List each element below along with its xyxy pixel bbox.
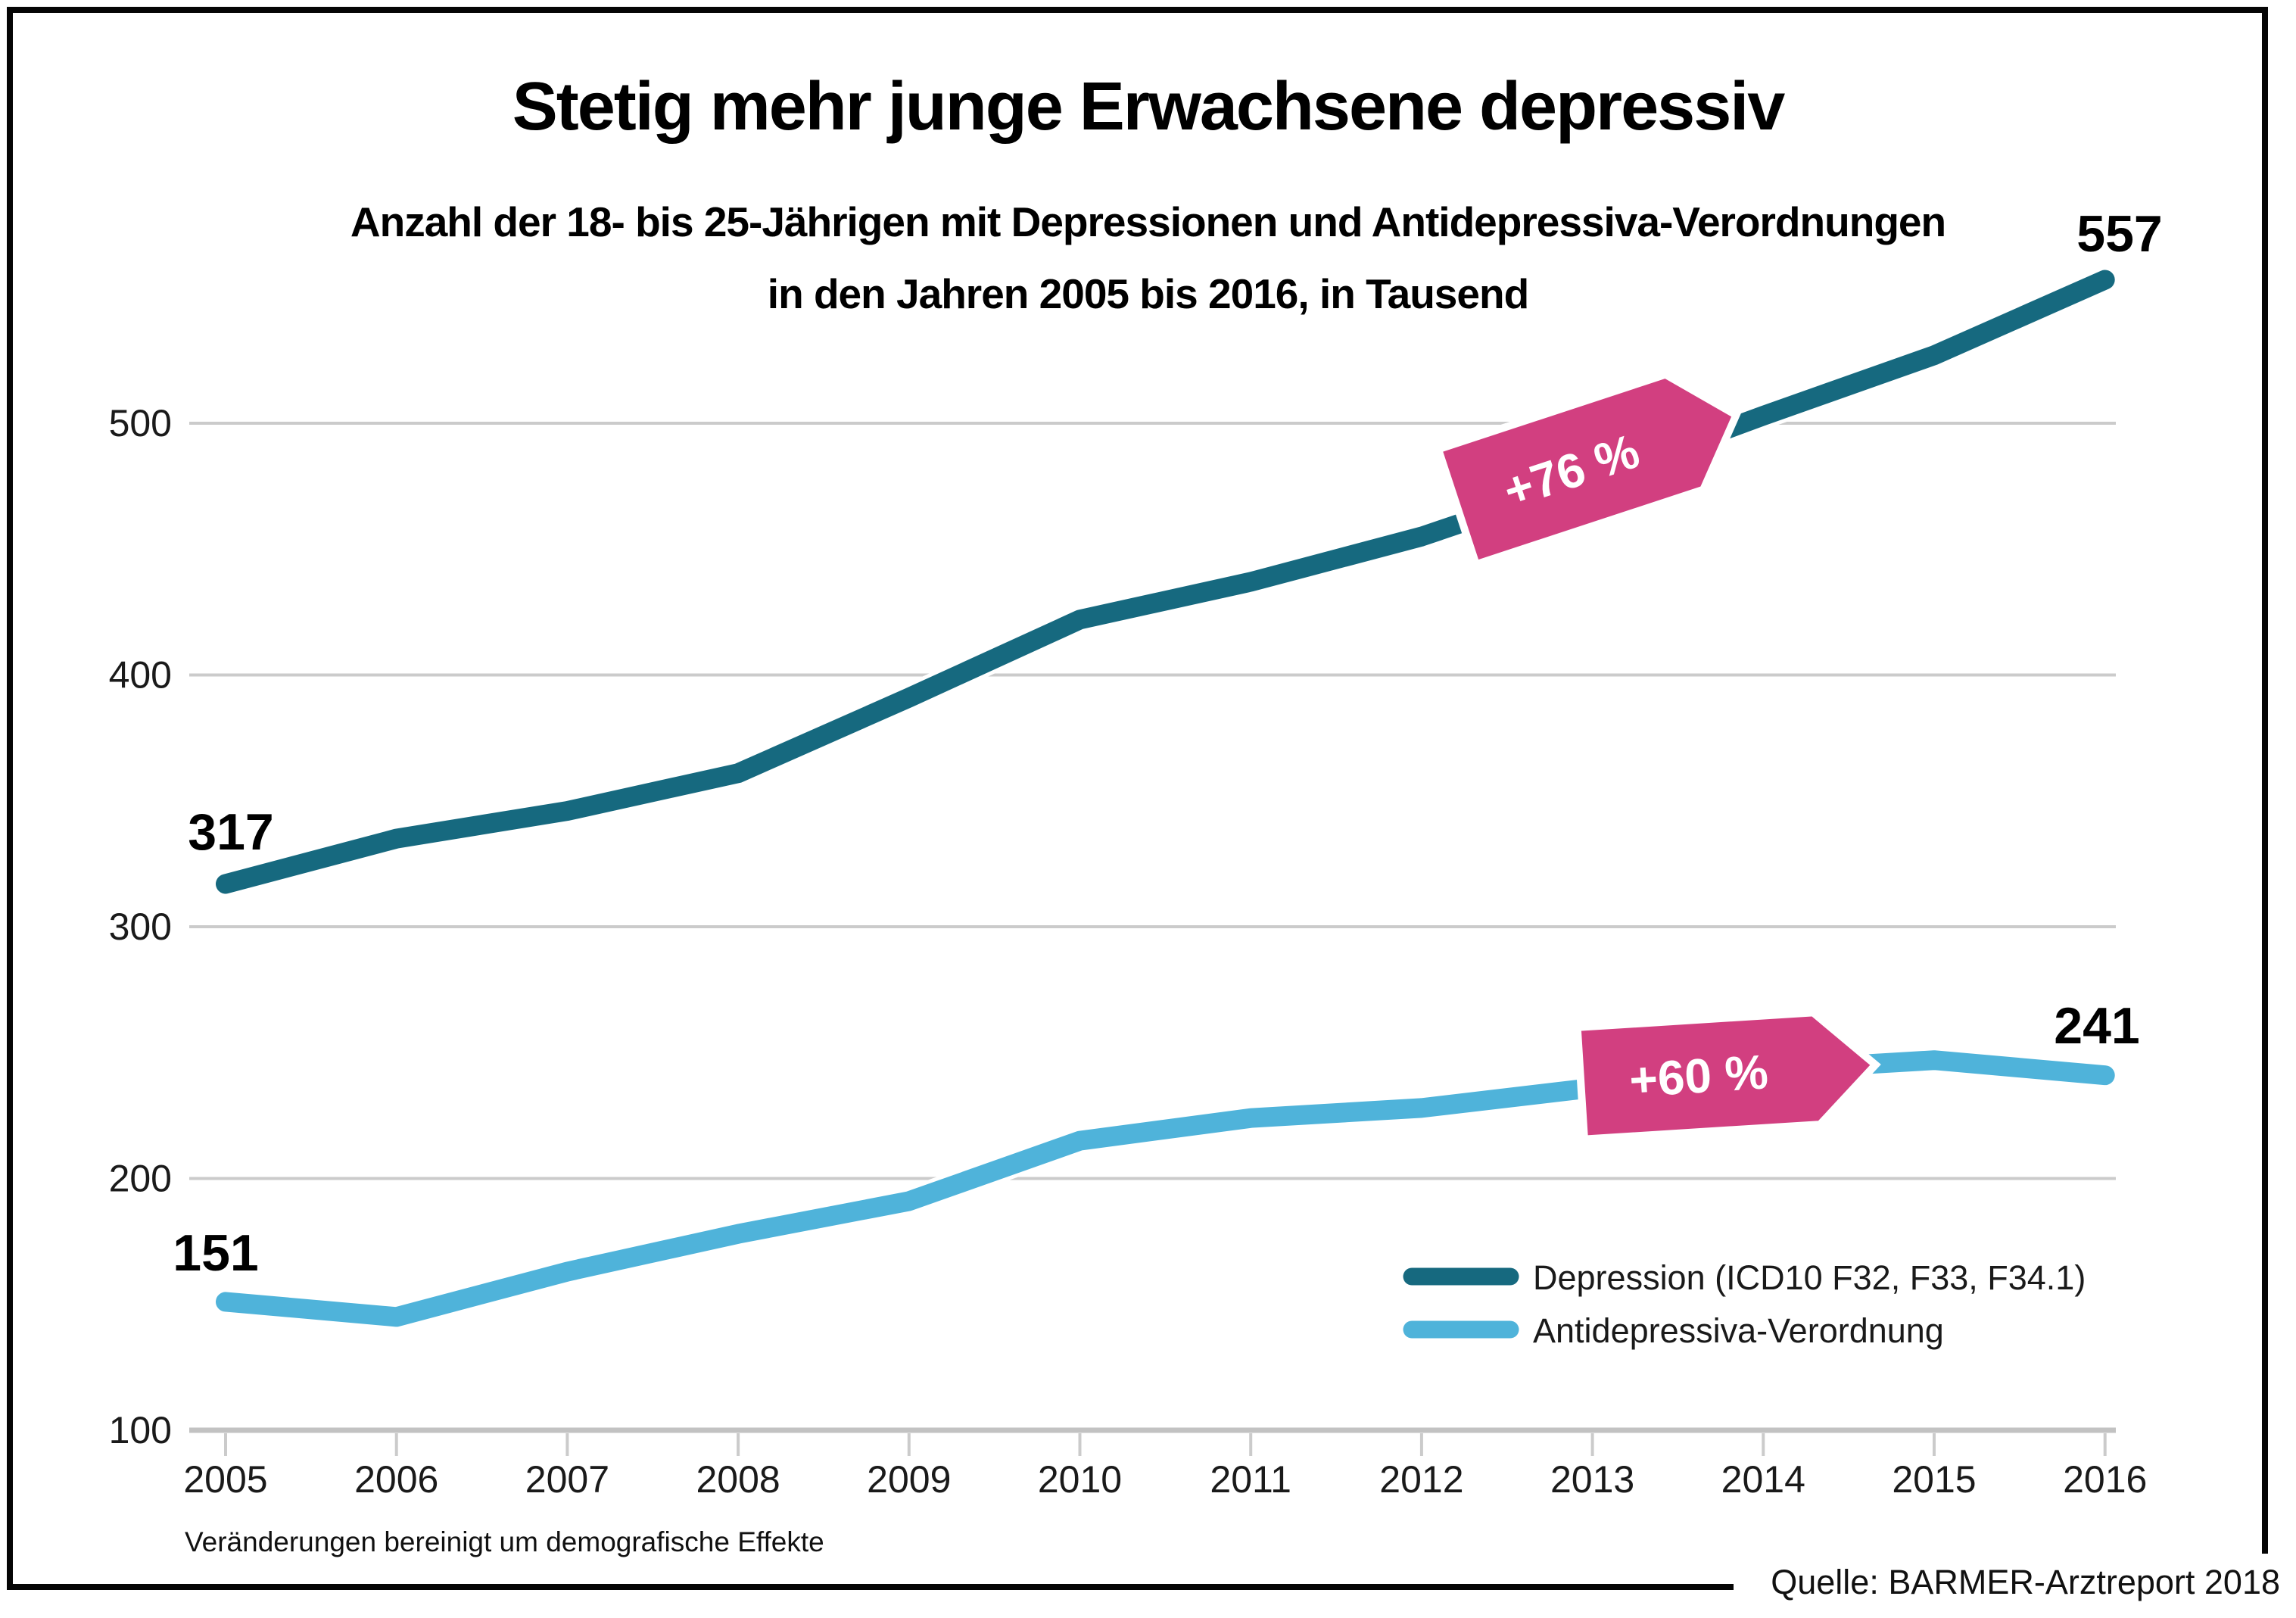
y-tick-label-400: 400 (109, 654, 172, 697)
label-antidepressiva-2016: 241 (2054, 997, 2139, 1055)
y-axis-labels: 100 200 300 400 500 (109, 402, 172, 1451)
x-tick-label-2010: 2010 (1038, 1458, 1122, 1501)
x-tick-label-2006: 2006 (354, 1458, 438, 1501)
y-tick-label-100: 100 (109, 1409, 172, 1451)
y-tick-label-300: 300 (109, 906, 172, 948)
x-tick-label-2012: 2012 (1379, 1458, 1463, 1501)
chart-subtitle-line1: Anzahl der 18- bis 25-Jährigen mit Depre… (350, 198, 1946, 245)
badge-plus60-shape (1573, 1009, 1881, 1143)
x-tick-label-2008: 2008 (696, 1458, 780, 1501)
y-tick-label-500: 500 (109, 402, 172, 444)
gridlines (189, 422, 2116, 1433)
series-line-depression (216, 270, 2115, 894)
legend-label-antidepressiva: Antidepressiva-Verordnung (1533, 1311, 1944, 1350)
source-text: Quelle: BARMER-Arztreport 2018 (1771, 1563, 2280, 1601)
badge-plus76-shape (1433, 370, 1741, 569)
legend: Depression (ICD10 F32, F33, F34.1) Antid… (1403, 1258, 2086, 1350)
x-tick-label-2009: 2009 (867, 1458, 951, 1501)
label-antidepressiva-2005: 151 (173, 1224, 258, 1282)
label-depression-2016: 557 (2076, 205, 2162, 263)
x-tick-label-2013: 2013 (1550, 1458, 1634, 1501)
footnote: Veränderungen bereinigt um demografische… (185, 1526, 824, 1557)
badge-plus60-text: +60 % (1628, 1044, 1769, 1107)
badge-plus76: +76 % (1433, 370, 1741, 569)
x-tick-label-2007: 2007 (525, 1458, 609, 1501)
series-casing (212, 266, 2119, 898)
series-lines (212, 266, 2119, 1331)
legend-label-depression: Depression (ICD10 F32, F33, F34.1) (1533, 1258, 2086, 1297)
x-tick-label-2016: 2016 (2063, 1458, 2147, 1501)
label-depression-2005: 317 (188, 803, 273, 861)
chart-title: Stetig mehr junge Erwachsene depressiv (512, 69, 1786, 145)
x-tick-label-2011: 2011 (1210, 1458, 1291, 1501)
x-tick-label-2005: 2005 (183, 1458, 267, 1501)
chart-subtitle-line2: in den Jahren 2005 bis 2016, in Tausend (767, 270, 1529, 317)
chart-subtitle: Anzahl der 18- bis 25-Jährigen mit Depre… (0, 186, 2296, 329)
x-axis-labels: 2005 2006 2007 2008 2009 2010 2011 2012 2013 2014… (183, 1433, 2147, 1501)
y-tick-label-200: 200 (109, 1158, 172, 1200)
x-tick-label-2014: 2014 (1721, 1458, 1805, 1501)
badge-plus60: +60 % (1573, 1009, 1881, 1143)
data-labels: 317 557 151 241 (173, 205, 2162, 1282)
source-area: Quelle: BARMER-Arztreport 2018 (1734, 1554, 2280, 1604)
x-tick-label-2015: 2015 (1892, 1458, 1976, 1501)
